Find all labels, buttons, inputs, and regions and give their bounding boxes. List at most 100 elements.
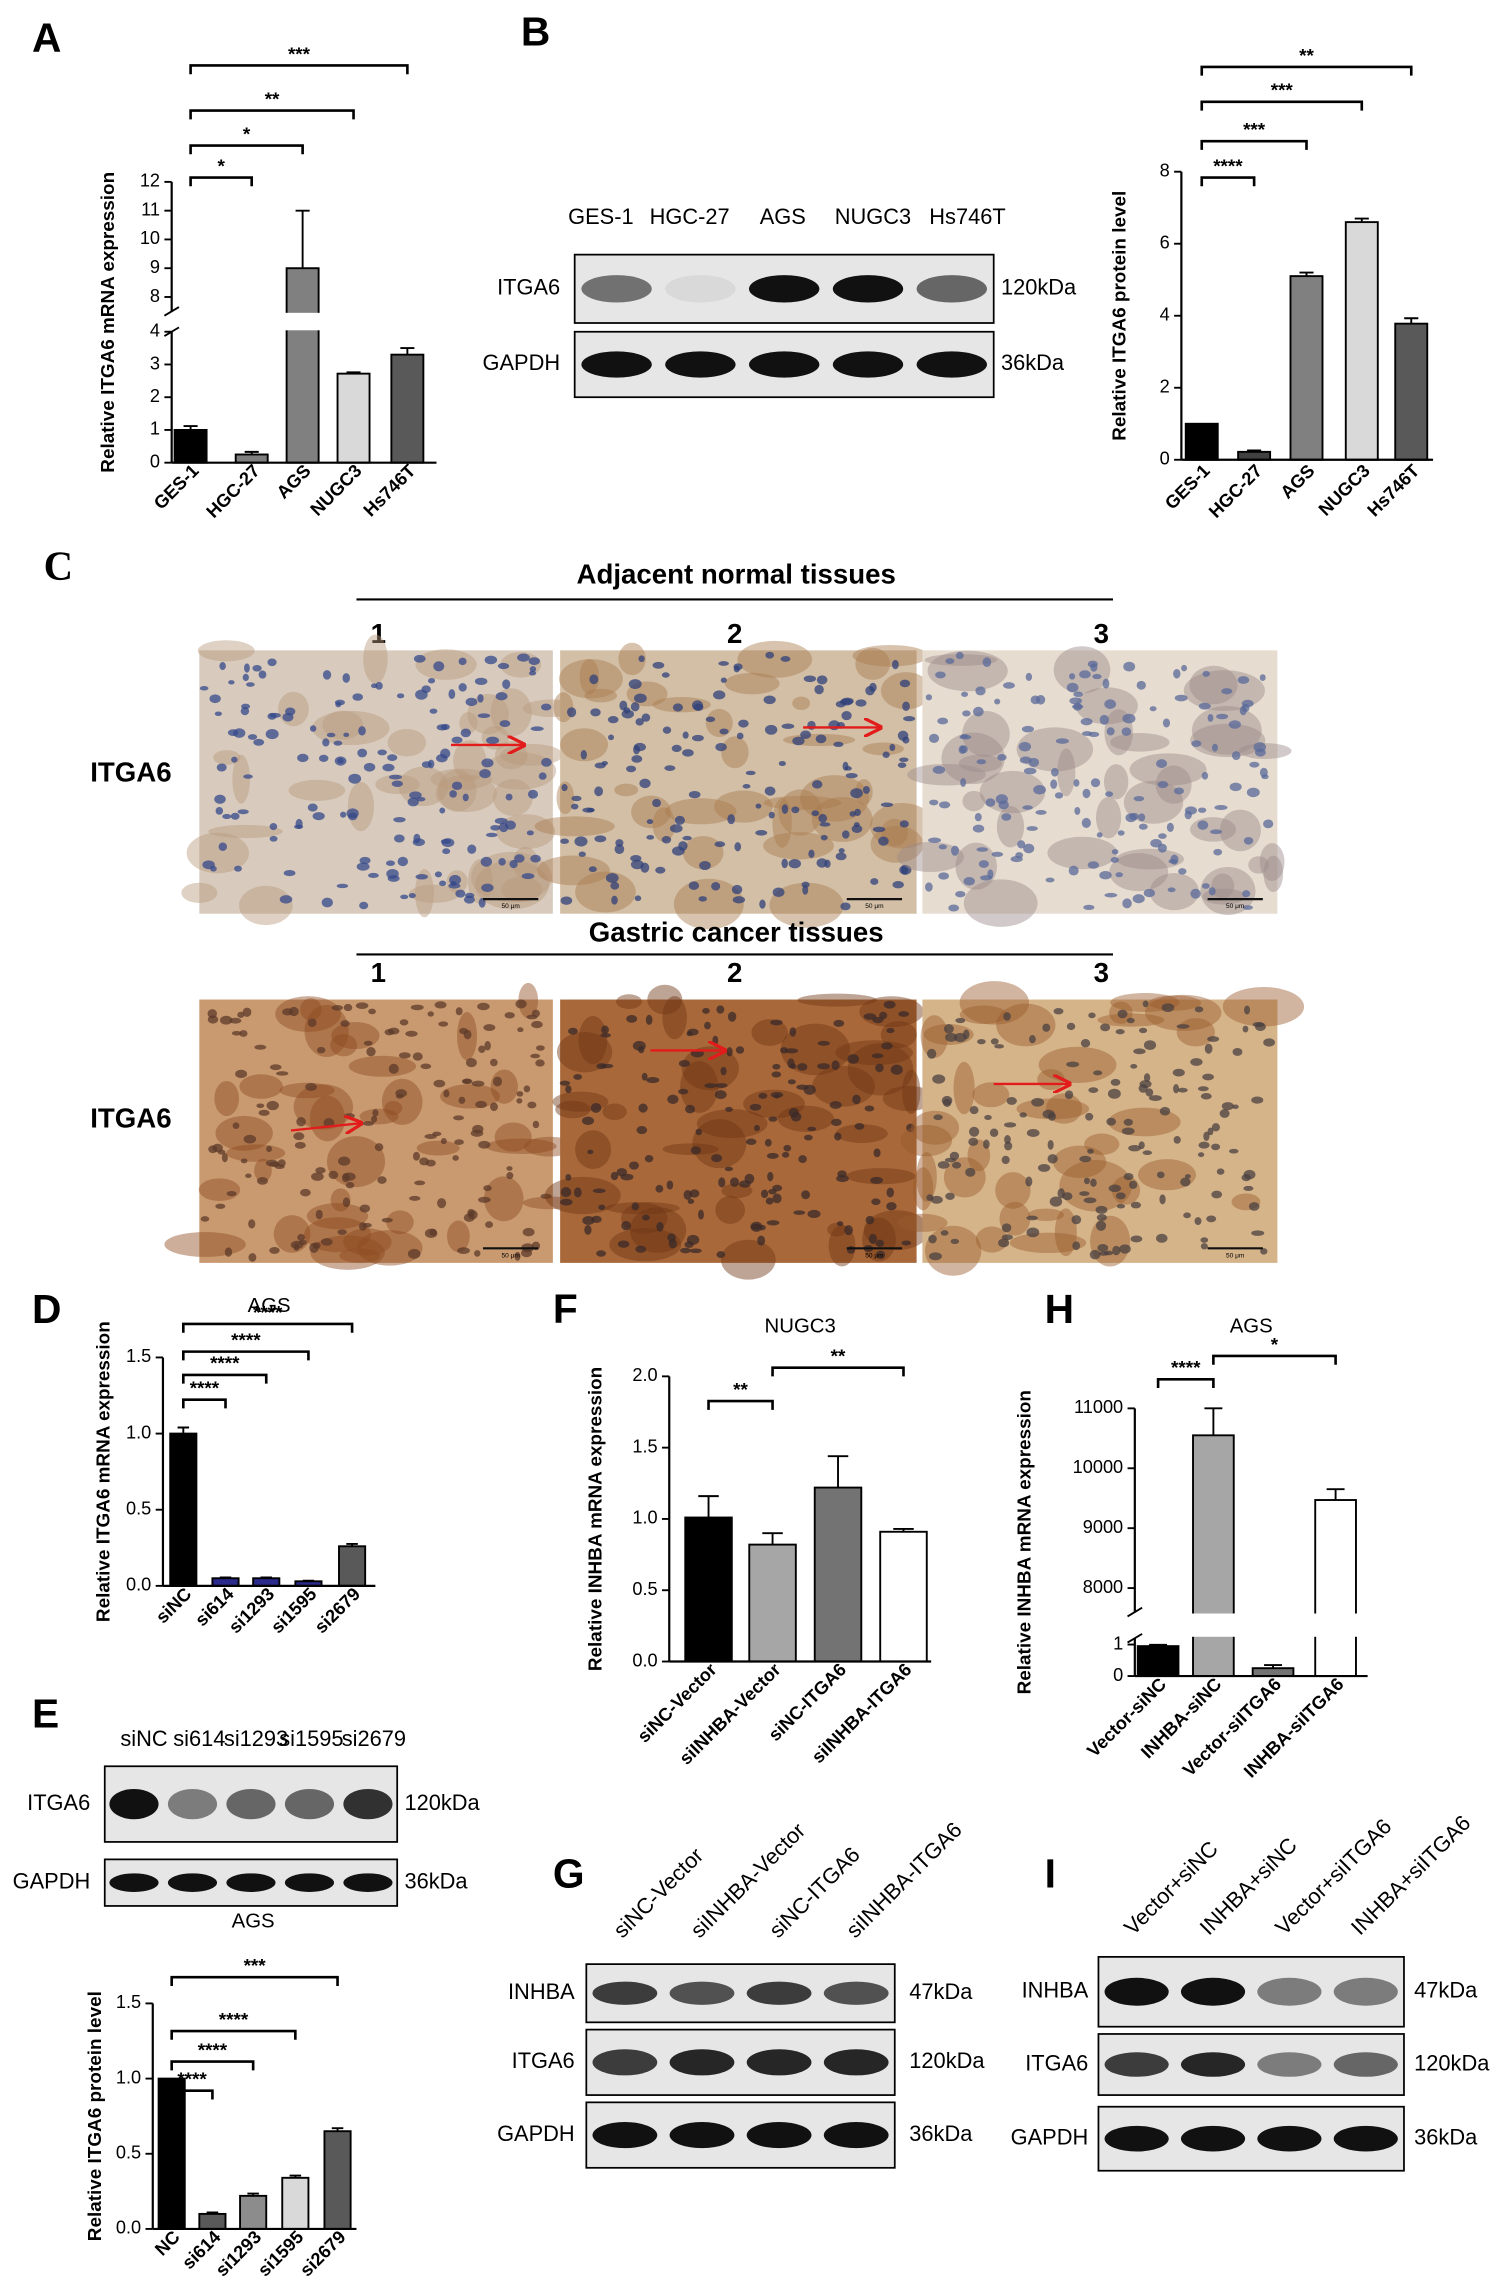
nucleus [781, 858, 788, 869]
nucleus [252, 664, 262, 672]
nucleus [698, 1209, 704, 1220]
bar [234, 453, 269, 464]
band [669, 1981, 735, 2005]
nucleus [267, 712, 277, 720]
nucleus [1221, 688, 1233, 695]
stain [1155, 765, 1192, 804]
stain [1053, 1145, 1107, 1178]
y-tick-label: 1.0 [116, 2067, 141, 2087]
nucleus [366, 1046, 376, 1057]
nucleus [1159, 1106, 1171, 1116]
nucleus [532, 1120, 540, 1129]
nucleus [318, 754, 329, 762]
stain [215, 1115, 273, 1151]
nucleus [374, 1143, 384, 1152]
nucleus [959, 745, 968, 754]
nucleus [881, 1042, 893, 1050]
stain [459, 712, 478, 734]
nucleus [214, 711, 222, 717]
nucleus [672, 703, 683, 712]
nucleus [1090, 1178, 1097, 1187]
nucleus [755, 803, 762, 809]
nucleus [400, 894, 409, 900]
nucleus [1099, 714, 1109, 725]
error-bar [247, 2192, 259, 2196]
nucleus [584, 1224, 592, 1235]
nucleus [925, 694, 933, 701]
nucleus [560, 896, 573, 905]
band [665, 275, 736, 303]
nucleus [951, 845, 960, 856]
bar [285, 267, 320, 464]
nucleus [1207, 1036, 1220, 1042]
nucleus [610, 1171, 619, 1181]
nucleus [757, 1235, 766, 1246]
nucleus [631, 755, 643, 763]
nucleus [1095, 1205, 1108, 1214]
nucleus [1097, 1243, 1109, 1252]
nucleus [831, 1118, 842, 1127]
stain [602, 1103, 627, 1121]
nucleus [1112, 1245, 1121, 1256]
stain [435, 774, 497, 813]
axis-break-mark [163, 326, 180, 337]
nucleus [815, 734, 827, 744]
stain [386, 1210, 414, 1235]
nucleus [1143, 888, 1156, 898]
nucleus [1241, 703, 1250, 712]
nucleus [1130, 1201, 1142, 1209]
nucleus [1079, 1191, 1090, 1196]
blot-row-label: GAPDH [497, 2121, 575, 2146]
nucleus [1162, 718, 1171, 728]
nucleus [1083, 904, 1095, 911]
nucleus [455, 889, 466, 898]
nucleus [594, 835, 607, 843]
nucleus [474, 1250, 481, 1257]
nucleus [855, 699, 867, 707]
stain [1200, 866, 1256, 916]
nucleus [975, 686, 986, 696]
nucleus [587, 1149, 594, 1155]
nucleus [972, 706, 984, 717]
micrograph [560, 999, 917, 1263]
nucleus [1083, 1197, 1097, 1204]
nucleus [1133, 1048, 1146, 1055]
nucleus [638, 1103, 648, 1113]
nucleus [899, 757, 909, 763]
nucleus [1079, 670, 1091, 679]
x-tick-label: si1293 [212, 2227, 265, 2279]
nucleus [605, 873, 619, 883]
nucleus [1229, 1148, 1239, 1154]
scale-bar-label: 50 μm [865, 1252, 884, 1259]
blot-row-label: ITGA6 [27, 1790, 90, 1815]
nucleus [1201, 883, 1210, 889]
nucleus [1054, 792, 1064, 799]
stain [916, 1152, 937, 1202]
band [592, 2049, 658, 2076]
blot-size-label: 120kDa [909, 2048, 985, 2073]
nucleus [1026, 826, 1038, 831]
stain [181, 882, 218, 903]
axis-break-gap [162, 312, 440, 331]
band [1180, 2052, 1246, 2077]
nucleus [1111, 848, 1119, 855]
nucleus [590, 1102, 602, 1113]
y-tick-label: 11 [141, 199, 160, 219]
stain [556, 1031, 613, 1073]
panel-label: I [1045, 1851, 1056, 1897]
nucleus [1062, 1192, 1073, 1201]
nucleus [932, 1074, 946, 1084]
y-tick-label: 8000 [1083, 1577, 1123, 1597]
nucleus [420, 1063, 432, 1070]
significance-label: **** [198, 2040, 228, 2061]
nucleus [530, 726, 544, 732]
nucleus [871, 1198, 881, 1206]
nucleus [590, 708, 601, 717]
nucleus [1207, 1127, 1214, 1136]
column-number: 1 [371, 618, 386, 649]
nucleus [307, 803, 318, 812]
nucleus [962, 710, 971, 717]
nucleus [274, 1164, 285, 1170]
stain [880, 672, 932, 710]
stain [453, 740, 487, 782]
